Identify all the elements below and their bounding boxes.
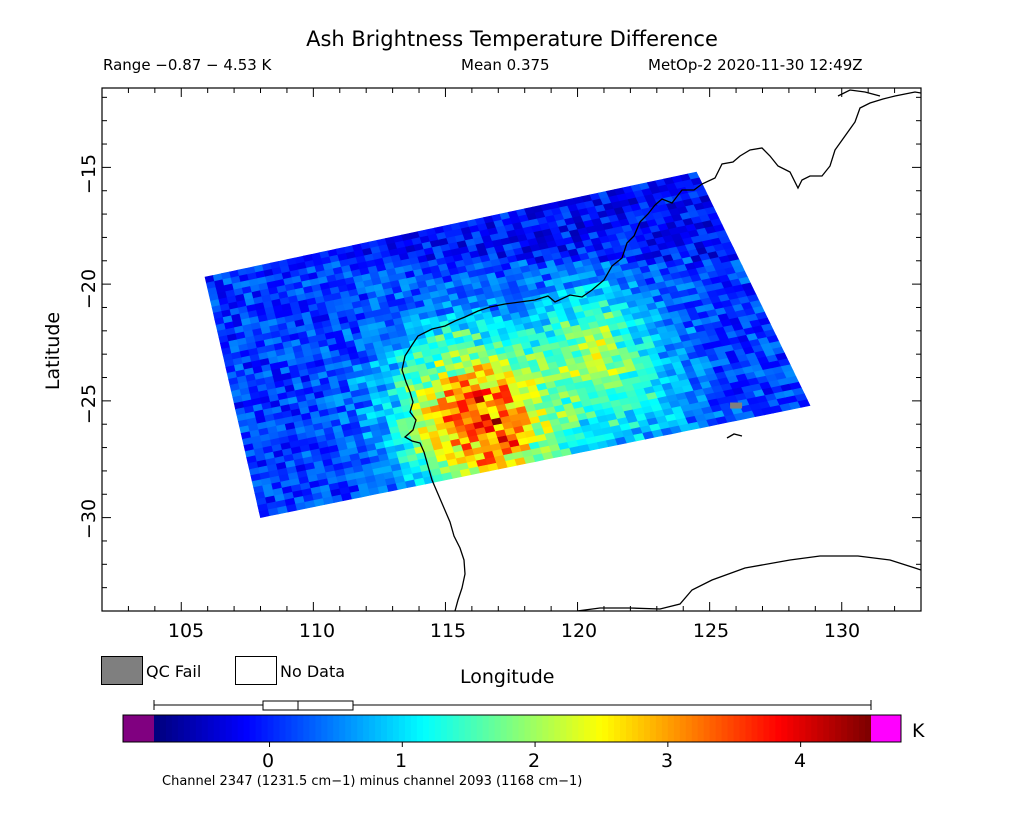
- y-tick-label: −30: [78, 498, 100, 540]
- colorbar-tick-label: 2: [527, 750, 541, 772]
- no-data-label: No Data: [280, 662, 346, 681]
- colorbar-tick-label: 3: [660, 750, 674, 772]
- qc-fail-swatch: [101, 656, 143, 685]
- y-tick-label: −20: [78, 268, 100, 310]
- y-axis-label: Latitude: [42, 311, 64, 391]
- qc-fail-label: QC Fail: [146, 662, 202, 681]
- x-tick-label: 115: [429, 620, 467, 642]
- chart-title: Ash Brightness Temperature Difference: [306, 27, 718, 51]
- colorbar-unit: K: [912, 720, 925, 742]
- no-data-swatch: [235, 656, 277, 685]
- colorbar-tick-label: 4: [793, 750, 807, 772]
- x-tick-label: 125: [692, 620, 730, 642]
- x-axis-label: Longitude: [460, 666, 555, 688]
- x-tick-label: 130: [823, 620, 861, 642]
- range-label: Range −0.87 − 4.53 K: [103, 56, 272, 74]
- x-tick-label: 110: [298, 620, 336, 642]
- qc-fail-pixel: [730, 402, 743, 409]
- x-tick-label: 120: [560, 620, 598, 642]
- channel-caption: Channel 2347 (1231.5 cm−1) minus channel…: [162, 774, 583, 789]
- y-tick-label: −15: [78, 153, 100, 195]
- satellite-time-label: MetOp-2 2020-11-30 12:49Z: [648, 56, 863, 74]
- y-tick-label: −25: [78, 383, 100, 425]
- mean-label: Mean 0.375: [461, 56, 550, 74]
- colorbar-tick-label: 0: [261, 750, 275, 772]
- colorbar-tick-label: 1: [394, 750, 408, 772]
- x-tick-label: 105: [167, 620, 205, 642]
- swath-heatmap: [204, 171, 811, 518]
